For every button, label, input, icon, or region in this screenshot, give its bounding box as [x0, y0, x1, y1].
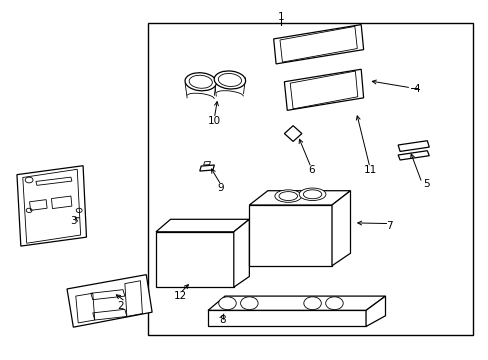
Polygon shape [284, 126, 301, 141]
Ellipse shape [218, 73, 241, 86]
Polygon shape [207, 310, 366, 327]
Text: 12: 12 [173, 291, 186, 301]
Text: 3: 3 [70, 216, 77, 226]
Text: 10: 10 [207, 116, 221, 126]
Polygon shape [67, 275, 152, 327]
Polygon shape [233, 219, 249, 287]
Circle shape [218, 297, 236, 310]
Text: 6: 6 [307, 165, 314, 175]
Circle shape [303, 297, 321, 310]
Ellipse shape [299, 188, 325, 201]
Text: 7: 7 [386, 221, 392, 231]
Text: 4: 4 [413, 84, 420, 94]
Text: 9: 9 [217, 183, 224, 193]
Polygon shape [331, 191, 350, 266]
Polygon shape [397, 141, 428, 152]
Polygon shape [273, 24, 363, 64]
Polygon shape [397, 151, 428, 160]
Polygon shape [156, 232, 233, 287]
Text: 11: 11 [363, 165, 376, 175]
Ellipse shape [189, 75, 212, 88]
Polygon shape [156, 219, 249, 232]
Text: 1: 1 [277, 13, 284, 22]
Ellipse shape [184, 73, 216, 91]
Ellipse shape [274, 190, 301, 202]
Polygon shape [249, 191, 350, 205]
Polygon shape [207, 296, 385, 310]
Text: 8: 8 [219, 315, 225, 325]
Circle shape [325, 297, 343, 310]
Polygon shape [203, 161, 210, 165]
Text: 2: 2 [117, 301, 123, 311]
Polygon shape [17, 166, 86, 246]
Ellipse shape [279, 192, 297, 201]
Text: 5: 5 [423, 179, 429, 189]
Polygon shape [284, 69, 363, 111]
Polygon shape [366, 296, 385, 327]
Polygon shape [249, 205, 331, 266]
Ellipse shape [303, 190, 321, 199]
Circle shape [240, 297, 258, 310]
Bar [148, 23, 472, 336]
Polygon shape [200, 165, 214, 171]
Ellipse shape [214, 71, 245, 89]
